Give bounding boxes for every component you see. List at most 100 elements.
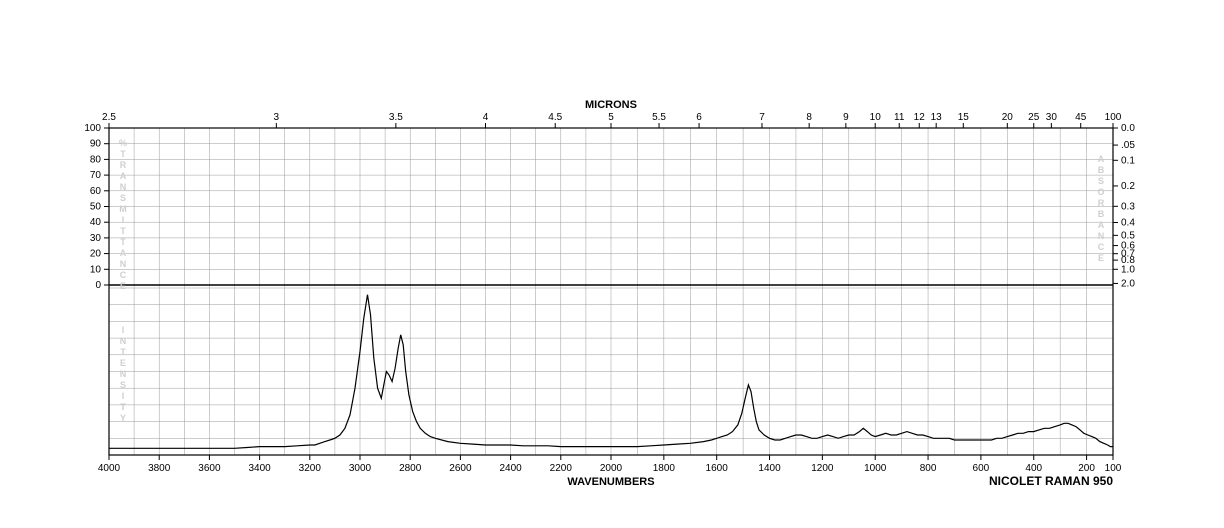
svg-text:5.5: 5.5 bbox=[652, 112, 666, 123]
svg-text:10: 10 bbox=[870, 112, 882, 123]
svg-text:3600: 3600 bbox=[198, 463, 221, 474]
svg-text:2000: 2000 bbox=[600, 463, 623, 474]
svg-text:7: 7 bbox=[759, 112, 765, 123]
svg-text:4000: 4000 bbox=[98, 463, 121, 474]
svg-text:2400: 2400 bbox=[499, 463, 522, 474]
svg-text:2800: 2800 bbox=[399, 463, 422, 474]
svg-text:3200: 3200 bbox=[299, 463, 322, 474]
svg-text:R: R bbox=[1098, 198, 1105, 208]
svg-text:N: N bbox=[120, 182, 127, 192]
svg-text:2600: 2600 bbox=[449, 463, 472, 474]
svg-text:A: A bbox=[1098, 220, 1105, 230]
svg-text:100: 100 bbox=[84, 123, 101, 134]
svg-text:T: T bbox=[120, 237, 126, 247]
svg-text:0.4: 0.4 bbox=[1121, 217, 1135, 228]
svg-text:0.2: 0.2 bbox=[1121, 181, 1135, 192]
svg-text:3400: 3400 bbox=[248, 463, 271, 474]
svg-text:N: N bbox=[120, 369, 127, 379]
svg-text:B: B bbox=[1098, 165, 1105, 175]
svg-text:1.0: 1.0 bbox=[1121, 264, 1135, 275]
watermark-intensity: INTENSITY bbox=[120, 325, 127, 423]
svg-text:I: I bbox=[122, 325, 125, 335]
svg-text:13: 13 bbox=[931, 112, 943, 123]
svg-text:1800: 1800 bbox=[653, 463, 676, 474]
svg-text:9: 9 bbox=[843, 112, 849, 123]
svg-text:0.1: 0.1 bbox=[1121, 155, 1135, 166]
svg-text:50: 50 bbox=[90, 202, 102, 213]
svg-text:10: 10 bbox=[90, 264, 102, 275]
svg-text:E: E bbox=[120, 358, 126, 368]
svg-text:O: O bbox=[1097, 187, 1104, 197]
svg-text:45: 45 bbox=[1075, 112, 1087, 123]
svg-text:6: 6 bbox=[696, 112, 702, 123]
svg-text:.05: .05 bbox=[1121, 140, 1135, 151]
svg-text:11: 11 bbox=[894, 112, 905, 123]
svg-text:R: R bbox=[120, 160, 127, 170]
svg-text:1400: 1400 bbox=[758, 463, 781, 474]
svg-text:0.0: 0.0 bbox=[1121, 123, 1135, 134]
svg-text:2200: 2200 bbox=[550, 463, 573, 474]
svg-text:400: 400 bbox=[1025, 463, 1042, 474]
svg-text:T: T bbox=[120, 149, 126, 159]
svg-text:30: 30 bbox=[90, 233, 102, 244]
svg-text:5: 5 bbox=[608, 112, 614, 123]
svg-text:N: N bbox=[1098, 231, 1105, 241]
svg-text:C: C bbox=[1098, 242, 1105, 252]
svg-text:1200: 1200 bbox=[811, 463, 834, 474]
svg-text:3.5: 3.5 bbox=[389, 112, 403, 123]
svg-text:2.5: 2.5 bbox=[102, 112, 116, 123]
svg-text:Y: Y bbox=[120, 413, 126, 423]
svg-text:3000: 3000 bbox=[349, 463, 372, 474]
svg-text:12: 12 bbox=[914, 112, 926, 123]
svg-text:S: S bbox=[1098, 176, 1104, 186]
svg-text:3: 3 bbox=[274, 112, 280, 123]
svg-text:N: N bbox=[120, 259, 127, 269]
svg-text:100: 100 bbox=[1105, 463, 1122, 474]
svg-text:25: 25 bbox=[1028, 112, 1040, 123]
svg-text:S: S bbox=[120, 380, 126, 390]
svg-text:70: 70 bbox=[90, 170, 102, 181]
svg-text:600: 600 bbox=[973, 463, 990, 474]
svg-text:A: A bbox=[120, 171, 127, 181]
spectrum-chart-svg: 2.533.544.555.56789101112131520253045100… bbox=[0, 0, 1224, 528]
wavenumbers-title: WAVENUMBERS bbox=[567, 476, 654, 488]
svg-text:C: C bbox=[120, 270, 127, 280]
svg-text:20: 20 bbox=[1002, 112, 1014, 123]
svg-text:0.3: 0.3 bbox=[1121, 201, 1135, 212]
svg-text:S: S bbox=[120, 193, 126, 203]
svg-text:T: T bbox=[120, 347, 126, 357]
svg-text:T: T bbox=[120, 226, 126, 236]
svg-text:I: I bbox=[122, 215, 125, 225]
svg-text:100: 100 bbox=[1105, 112, 1122, 123]
svg-text:A: A bbox=[1098, 154, 1105, 164]
svg-text:4: 4 bbox=[483, 112, 489, 123]
svg-text:N: N bbox=[120, 336, 127, 346]
svg-text:20: 20 bbox=[90, 249, 102, 260]
microns-title: MICRONS bbox=[585, 99, 637, 111]
svg-text:%: % bbox=[119, 138, 127, 148]
svg-text:E: E bbox=[1098, 253, 1104, 263]
svg-text:I: I bbox=[122, 391, 125, 401]
svg-text:200: 200 bbox=[1078, 463, 1095, 474]
svg-text:800: 800 bbox=[920, 463, 937, 474]
svg-text:E: E bbox=[120, 281, 126, 291]
svg-text:30: 30 bbox=[1046, 112, 1058, 123]
svg-text:A: A bbox=[120, 248, 127, 258]
svg-text:90: 90 bbox=[90, 139, 102, 150]
svg-text:1600: 1600 bbox=[706, 463, 729, 474]
svg-text:8: 8 bbox=[806, 112, 812, 123]
svg-text:2.0: 2.0 bbox=[1121, 278, 1135, 289]
svg-text:4.5: 4.5 bbox=[548, 112, 562, 123]
watermark-absorbance: ABSORBANCE bbox=[1097, 154, 1104, 263]
instrument-label: NICOLET RAMAN 950 bbox=[989, 474, 1113, 488]
svg-text:1000: 1000 bbox=[864, 463, 887, 474]
svg-text:3800: 3800 bbox=[148, 463, 171, 474]
svg-text:M: M bbox=[119, 204, 127, 214]
spectrum-chart-container: { "canvas": { "width": 1224, "height": 5… bbox=[0, 0, 1224, 528]
svg-text:60: 60 bbox=[90, 186, 102, 197]
svg-text:T: T bbox=[120, 402, 126, 412]
svg-text:80: 80 bbox=[90, 154, 102, 165]
svg-text:40: 40 bbox=[90, 217, 102, 228]
svg-text:15: 15 bbox=[958, 112, 970, 123]
svg-text:0: 0 bbox=[95, 280, 101, 291]
